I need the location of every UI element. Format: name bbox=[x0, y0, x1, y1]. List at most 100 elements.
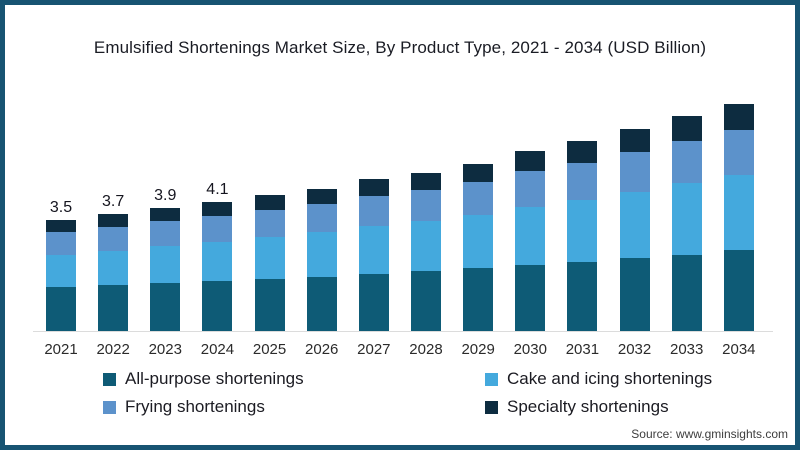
bar-group-2034 bbox=[723, 60, 754, 331]
bar-segment bbox=[671, 116, 702, 141]
bar-segment bbox=[254, 195, 285, 211]
x-axis-label: 2028 bbox=[409, 341, 443, 358]
x-axis-label: 2034 bbox=[722, 341, 756, 358]
bar-segment bbox=[515, 150, 546, 171]
x-axis-label: 2027 bbox=[357, 341, 391, 358]
legend-label: All-purpose shortenings bbox=[125, 369, 304, 388]
bar-segment bbox=[410, 271, 441, 331]
bar-segment bbox=[202, 281, 233, 331]
bar-segment bbox=[254, 210, 285, 237]
bar-segment bbox=[567, 141, 598, 163]
x-axis-label: 2022 bbox=[96, 341, 130, 358]
x-axis-line bbox=[33, 331, 773, 332]
x-axis-label: 2030 bbox=[513, 341, 547, 358]
bar-segment bbox=[254, 279, 285, 331]
bar-group-2031 bbox=[567, 60, 598, 331]
bar-group-2026 bbox=[306, 60, 337, 331]
bar-value-label: 3.7 bbox=[102, 193, 125, 211]
bar-segment bbox=[202, 201, 233, 216]
x-axis-label: 2031 bbox=[565, 341, 600, 358]
bar-segment bbox=[723, 250, 754, 331]
bar-segment bbox=[723, 103, 754, 131]
x-axis-label: 2026 bbox=[305, 341, 339, 358]
bar-value-label: 3.5 bbox=[49, 199, 73, 217]
chart-title: Emulsified Shortenings Market Size, By P… bbox=[93, 38, 707, 57]
bar-segment bbox=[358, 196, 389, 227]
bar-segment bbox=[619, 151, 650, 192]
bar-segment bbox=[410, 190, 441, 222]
x-axis-label: 2029 bbox=[461, 341, 495, 358]
bar-group-2027 bbox=[358, 60, 389, 331]
bar-segment bbox=[619, 128, 650, 152]
legend-item: All-purpose shortenings bbox=[103, 369, 304, 389]
x-axis-label: 2032 bbox=[617, 341, 652, 358]
legend-label: Specialty shortenings bbox=[507, 397, 669, 416]
legend-label: Frying shortenings bbox=[125, 397, 265, 416]
bar-segment bbox=[619, 258, 650, 331]
legend-item: Frying shortenings bbox=[103, 397, 265, 417]
bar-segment bbox=[671, 140, 702, 184]
x-axis-label: 2025 bbox=[252, 341, 287, 358]
bar-group-2032 bbox=[619, 60, 650, 331]
bar-group-2021: 3.5 bbox=[46, 60, 76, 331]
bar-segment bbox=[46, 220, 76, 233]
legend-item: Specialty shortenings bbox=[485, 397, 669, 417]
bar-segment bbox=[567, 199, 598, 263]
bar-group-2022: 3.7 bbox=[98, 60, 129, 331]
bar-segment bbox=[46, 286, 76, 331]
bar-segment bbox=[98, 250, 129, 285]
bar-segment bbox=[150, 283, 181, 331]
bar-segment bbox=[46, 232, 76, 256]
bar-segment bbox=[567, 162, 598, 200]
bar-segment bbox=[619, 191, 650, 259]
bar-group-2023: 3.9 bbox=[150, 60, 181, 331]
bar-segment bbox=[150, 246, 181, 283]
bar-segment bbox=[410, 221, 441, 271]
bar-segment bbox=[306, 232, 337, 278]
bar-group-2033 bbox=[671, 60, 702, 331]
bar-segment bbox=[150, 221, 181, 247]
legend-swatch-icon bbox=[485, 372, 498, 386]
bar-segment bbox=[515, 206, 546, 266]
x-axis-label: 2024 bbox=[200, 341, 235, 358]
x-axis-label: 2033 bbox=[670, 341, 704, 358]
x-axis-label: 2023 bbox=[148, 341, 182, 358]
bar-segment bbox=[358, 179, 389, 197]
bar-segment bbox=[98, 227, 129, 251]
bar-segment bbox=[306, 277, 337, 331]
bar-segment bbox=[410, 173, 441, 191]
bar-segment bbox=[254, 236, 285, 280]
legend-swatch-icon bbox=[103, 372, 116, 386]
x-axis-label: 2021 bbox=[44, 341, 78, 358]
bar-group-2030 bbox=[515, 60, 546, 331]
bar-segment bbox=[723, 130, 754, 175]
bar-group-2024: 4.1 bbox=[202, 60, 233, 331]
bar-segment bbox=[671, 183, 702, 255]
bar-segment bbox=[202, 215, 233, 242]
chart-card: Emulsified Shortenings Market Size, By P… bbox=[5, 5, 795, 445]
bar-segment bbox=[358, 226, 389, 275]
bar-segment bbox=[567, 262, 598, 331]
bar-segment bbox=[671, 254, 702, 331]
bar-group-2029 bbox=[463, 60, 494, 331]
x-axis-labels: 2021 2022 2023 2024 2025 2026 2027 2028 2029 2030… bbox=[35, 341, 765, 358]
bar-segment bbox=[463, 268, 494, 331]
legend-label: Cake and icing shortenings bbox=[507, 369, 713, 388]
bar-group-2028 bbox=[410, 60, 441, 331]
bar-segment bbox=[463, 163, 494, 183]
bar-segment bbox=[98, 284, 129, 331]
bar-segment bbox=[98, 214, 129, 228]
bar-value-label: 3.9 bbox=[154, 186, 177, 204]
bar-segment bbox=[202, 241, 233, 282]
bar-segment bbox=[46, 255, 76, 287]
source-credit: Source: www.gminsights.com bbox=[631, 427, 788, 441]
bar-segment bbox=[463, 182, 494, 215]
legend-swatch-icon bbox=[485, 400, 498, 414]
bar-segment bbox=[306, 188, 337, 205]
bar-segment bbox=[723, 174, 754, 251]
bar-segment bbox=[515, 265, 546, 331]
bar-segment bbox=[358, 274, 389, 331]
bar-segment bbox=[306, 204, 337, 233]
bar-segment bbox=[150, 207, 181, 222]
bar-segment bbox=[463, 214, 494, 269]
